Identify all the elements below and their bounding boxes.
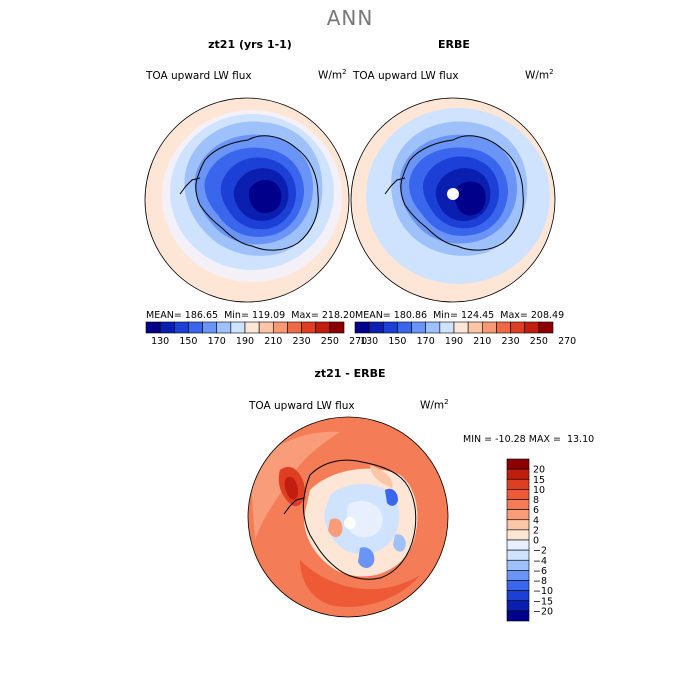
map-difference bbox=[248, 417, 448, 617]
panel-3-variable: TOA upward LW flux bbox=[249, 400, 355, 412]
colorbar-2-swatch bbox=[411, 321, 427, 334]
colorbar-2-tick-label: 190 bbox=[445, 336, 463, 347]
colorbar-1-tick-label: 210 bbox=[264, 336, 282, 347]
colorbar-1-swatch bbox=[202, 321, 218, 334]
colorbar-2-swatch bbox=[354, 321, 370, 334]
panel-2-title: ERBE bbox=[438, 38, 470, 51]
colorbar-2-swatch bbox=[467, 321, 483, 334]
panel-1-variable: TOA upward LW flux bbox=[146, 70, 252, 82]
panel-1-title: zt21 (yrs 1-1) bbox=[208, 38, 292, 51]
colorbar-panel-1: 130 150 170 190 210 230 250 270 bbox=[145, 321, 367, 347]
colorbar-diff-swatch bbox=[506, 600, 530, 612]
colorbar-1-tick-label: 170 bbox=[208, 336, 226, 347]
colorbar-diff-tick-label: −15 bbox=[533, 596, 553, 607]
colorbar-diff-swatch bbox=[506, 590, 530, 602]
colorbar-2-swatch bbox=[538, 321, 554, 334]
colorbar-2-tick-label: 250 bbox=[530, 336, 548, 347]
colorbar-2-tick-label: 170 bbox=[417, 336, 435, 347]
colorbar-diff-swatch bbox=[506, 468, 530, 480]
colorbar-2-swatch bbox=[481, 321, 497, 334]
colorbar-diff-tick-label: 10 bbox=[533, 485, 545, 496]
colorbar-2-swatch bbox=[510, 321, 526, 334]
colorbar-1-swatch bbox=[244, 321, 260, 334]
colorbar-1-tick-label: 130 bbox=[151, 336, 169, 347]
panel-1-stats: MEAN= 186.65 Min= 119.09 Max= 218.20 bbox=[146, 310, 356, 321]
colorbar-2-swatch bbox=[439, 321, 455, 334]
colorbar-diff-swatch bbox=[506, 478, 530, 490]
colorbar-diff-tick-label: −6 bbox=[533, 566, 547, 577]
colorbar-2-swatch bbox=[524, 321, 540, 334]
colorbar-diff-swatch bbox=[506, 559, 530, 571]
map-zt21 bbox=[145, 98, 349, 302]
colorbar-1-swatch bbox=[329, 321, 345, 334]
colorbar-1-swatch bbox=[258, 321, 274, 334]
colorbar-2-tick-label: 230 bbox=[502, 336, 520, 347]
colorbar-diff-swatch bbox=[506, 519, 530, 531]
colorbar-diff-tick-label: 0 bbox=[533, 536, 539, 547]
colorbar-2-swatch bbox=[425, 321, 441, 334]
panel-2-stats: MEAN= 180.86 Min= 124.45 Max= 208.49 bbox=[355, 310, 565, 321]
colorbar-1-swatch bbox=[173, 321, 189, 334]
colorbar-2-tick-label: 270 bbox=[558, 336, 576, 347]
colorbar-diff-tick-label: 20 bbox=[533, 465, 545, 476]
colorbar-2-tick-label: 150 bbox=[388, 336, 406, 347]
colorbar-diff-swatch bbox=[506, 458, 530, 470]
colorbar-1-swatch bbox=[315, 321, 331, 334]
colorbar-diff-tick-label: −2 bbox=[533, 546, 547, 557]
colorbar-diff-swatch bbox=[506, 489, 530, 500]
colorbar-2-swatch bbox=[496, 321, 511, 334]
colorbar-diff-swatch bbox=[506, 549, 530, 561]
colorbar-1-swatch bbox=[145, 321, 161, 334]
colorbar-diff-swatch bbox=[506, 509, 530, 521]
colorbar-diff-swatch bbox=[506, 529, 530, 541]
panel-2-units: W/m2 bbox=[525, 68, 554, 82]
colorbar-diff-tick-label: 6 bbox=[533, 505, 539, 516]
colorbar-diff-swatch bbox=[506, 580, 530, 591]
colorbar-1-swatch bbox=[188, 321, 203, 334]
colorbar-2-swatch bbox=[397, 321, 412, 334]
colorbar-panel-2: 130 150 170 190 210 230 250 270 bbox=[354, 321, 576, 347]
colorbar-1-tick-label: 230 bbox=[293, 336, 311, 347]
map-erbe bbox=[351, 98, 555, 302]
colorbar-1-tick-label: 270 bbox=[349, 336, 367, 347]
page-title: ANN bbox=[326, 6, 374, 30]
panel-1-units: W/m2 bbox=[318, 68, 347, 82]
colorbar-diff-tick-label: 8 bbox=[533, 495, 539, 506]
colorbar-1-tick-label: 190 bbox=[236, 336, 254, 347]
panel-2-variable: TOA upward LW flux bbox=[353, 70, 459, 82]
colorbar-diff-swatch bbox=[506, 539, 530, 551]
colorbar-2-swatch bbox=[368, 321, 384, 334]
colorbar-2-swatch bbox=[382, 321, 398, 334]
colorbar-diff-tick-label: −20 bbox=[533, 606, 553, 617]
colorbar-2-tick-label: 130 bbox=[360, 336, 378, 347]
panel-3-title: zt21 - ERBE bbox=[314, 367, 386, 380]
colorbar-diff-swatch bbox=[506, 499, 530, 510]
colorbar-diff-swatch bbox=[506, 570, 530, 581]
colorbar-diff-swatch bbox=[506, 610, 530, 622]
panel-3-units: W/m2 bbox=[420, 398, 449, 412]
panel-3-minmax: MIN = -10.28 MAX = 13.10 bbox=[463, 434, 595, 445]
colorbar-1-tick-label: 250 bbox=[321, 336, 339, 347]
colorbar-1-swatch bbox=[272, 321, 288, 334]
colorbar-diff-tick-label: 15 bbox=[533, 475, 545, 486]
colorbar-diff-tick-label: 4 bbox=[533, 515, 539, 526]
colorbar-2-tick-label: 210 bbox=[473, 336, 491, 347]
colorbar-diff-tick-label: −4 bbox=[533, 556, 547, 567]
colorbar-diff-tick-label: 2 bbox=[533, 525, 539, 536]
colorbar-1-swatch bbox=[216, 321, 232, 334]
colorbar-diff-tick-label: −10 bbox=[533, 586, 553, 597]
colorbar-2-swatch bbox=[453, 321, 469, 334]
colorbar-1-swatch bbox=[159, 321, 175, 334]
colorbar-1-tick-label: 150 bbox=[179, 336, 197, 347]
colorbar-diff-tick-label: −8 bbox=[533, 576, 547, 587]
colorbar-1-swatch bbox=[301, 321, 317, 334]
colorbar-1-swatch bbox=[230, 321, 246, 334]
colorbar-1-swatch bbox=[287, 321, 302, 334]
